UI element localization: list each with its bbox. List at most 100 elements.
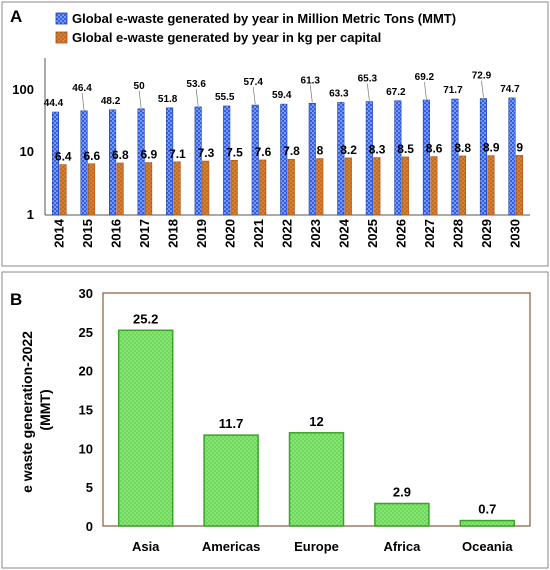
- data-label-oceania: 0.7: [478, 502, 496, 517]
- data-label-kg-2025: 8.3: [369, 143, 386, 157]
- bar-kg-2017: [145, 162, 153, 216]
- data-label-mmt-2019: 53.6: [186, 79, 206, 90]
- y-tick-label-0: 0: [86, 519, 93, 534]
- data-label-americas: 11.7: [219, 416, 244, 431]
- x-tick-label-2020: 2020: [222, 219, 237, 248]
- data-label-mmt-2018: 51.8: [158, 94, 178, 105]
- x-tick-label-2019: 2019: [194, 219, 209, 248]
- data-label-kg-2017: 6.9: [141, 148, 158, 162]
- data-label-mmt-2020: 55.5: [215, 92, 235, 103]
- y-axis-label-line-1: e waste generation-2022: [19, 331, 35, 493]
- data-label-kg-2021: 7.6: [255, 145, 272, 159]
- leader-line-mmt-2017: [138, 90, 142, 108]
- bar-europe: [288, 432, 345, 527]
- legend-swatch-mmt: [55, 12, 68, 25]
- leader-line-mmt-2015: [81, 92, 85, 110]
- data-label-kg-2019: 7.3: [198, 146, 215, 160]
- bar-mmt-2021: [251, 104, 259, 216]
- y-tick-label-15: 15: [79, 403, 93, 418]
- bar-mmt-2023: [308, 102, 316, 216]
- x-tick-label-europe: Europe: [294, 539, 339, 554]
- data-label-kg-2024: 8.2: [340, 143, 357, 157]
- x-tick-label-2030: 2030: [508, 219, 523, 248]
- y-tick-label-10: 10: [79, 441, 93, 456]
- bar-kg-2028: [458, 155, 466, 216]
- data-label-mmt-2028: 71.7: [443, 85, 463, 96]
- data-label-mmt-2029: 72.9: [472, 71, 492, 82]
- data-label-asia: 25.2: [133, 311, 158, 326]
- bar-kg-2027: [430, 156, 438, 216]
- bar-mmt-2019: [194, 106, 202, 216]
- x-tick-label-2029: 2029: [479, 219, 494, 248]
- bar-kg-2029: [487, 155, 495, 216]
- bar-kg-2021: [259, 159, 267, 216]
- panel-b-frame: [1, 271, 549, 569]
- x-tick-label-2021: 2021: [251, 219, 266, 248]
- chart-b-y-axis-label: e waste generation-2022 (MMT): [19, 327, 53, 493]
- data-label-mmt-2030: 74.7: [500, 84, 520, 95]
- data-label-kg-2030: 9: [516, 140, 523, 154]
- leader-line-mmt-2027: [424, 81, 427, 100]
- bar-mmt-2027: [422, 99, 430, 216]
- bar-africa: [374, 502, 430, 527]
- bar-kg-2015: [87, 163, 96, 216]
- bar-kg-2024: [344, 157, 352, 216]
- bar-kg-2025: [373, 157, 381, 216]
- x-tick-label-oceania: Oceania: [462, 539, 513, 554]
- data-label-kg-2022: 7.8: [283, 144, 300, 158]
- data-label-mmt-2016: 48.2: [101, 96, 121, 107]
- bar-mmt-2020: [223, 105, 231, 216]
- bar-oceania: [459, 519, 516, 527]
- bar-mmt-2029: [479, 98, 488, 216]
- y-axis-label-line-2: (MMT): [37, 389, 53, 430]
- data-label-mmt-2026: 67.2: [386, 87, 406, 98]
- y-tick-label-100: 100: [12, 82, 34, 97]
- leader-line-mmt-2023: [309, 85, 313, 103]
- bar-americas: [203, 434, 259, 527]
- data-label-kg-2028: 8.8: [454, 141, 471, 155]
- data-label-kg-2016: 6.8: [112, 148, 129, 162]
- bar-mmt-2014: [51, 111, 60, 216]
- data-label-kg-2015: 6.6: [83, 149, 100, 163]
- chart-a: 100 10 1 44.4 6.4 2014 46.4 6.6 2015 48.2 6.8 20…: [12, 58, 530, 248]
- bar-mmt-2018: [166, 107, 174, 216]
- y-tick-label-5: 5: [86, 480, 93, 495]
- bar-kg-2018: [173, 161, 181, 216]
- data-label-mmt-2021: 57.4: [243, 77, 263, 88]
- data-label-mmt-2023: 61.3: [301, 75, 321, 86]
- data-label-mmt-2024: 63.3: [329, 88, 349, 99]
- data-label-mmt-2027: 69.2: [415, 72, 435, 83]
- bar-mmt-2017: [137, 108, 145, 216]
- y-tick-label-1: 1: [27, 207, 34, 222]
- x-tick-label-2025: 2025: [365, 219, 380, 248]
- leader-line-mmt-2021: [252, 87, 256, 105]
- data-label-kg-2027: 8.6: [426, 142, 443, 156]
- x-tick-label-2018: 2018: [165, 219, 180, 248]
- x-tick-label-2023: 2023: [308, 219, 323, 248]
- leader-line-mmt-2025: [366, 83, 370, 101]
- bar-mmt-2022: [280, 103, 288, 216]
- data-label-kg-2018: 7.1: [169, 147, 186, 161]
- y-tick-label-20: 20: [79, 364, 93, 379]
- legend-label-mmt: Global e-waste generated by year in Mill…: [72, 11, 456, 26]
- data-label-kg-2020: 7.5: [226, 145, 243, 159]
- legend-a: Global e-waste generated by year in Mill…: [55, 11, 456, 45]
- data-label-africa: 2.9: [393, 484, 411, 499]
- leader-line-mmt-2029: [481, 80, 484, 98]
- data-label-kg-2014: 6.4: [55, 150, 72, 164]
- x-tick-label-africa: Africa: [383, 539, 421, 554]
- bar-mmt-2028: [451, 98, 459, 216]
- bar-mmt-2025: [365, 101, 373, 216]
- y-tick-label-30: 30: [79, 286, 93, 301]
- x-tick-label-2017: 2017: [137, 219, 152, 248]
- bar-kg-2014: [59, 164, 67, 216]
- legend-swatch-kg: [55, 31, 68, 44]
- bar-kg-2026: [401, 156, 409, 216]
- data-label-mmt-2014: 44.4: [44, 98, 64, 109]
- data-label-mmt-2022: 59.4: [272, 90, 292, 101]
- y-tick-label-10: 10: [20, 144, 34, 159]
- x-tick-label-2027: 2027: [422, 219, 437, 248]
- data-label-kg-2023: 8: [317, 144, 324, 158]
- x-tick-label-asia: Asia: [132, 539, 160, 554]
